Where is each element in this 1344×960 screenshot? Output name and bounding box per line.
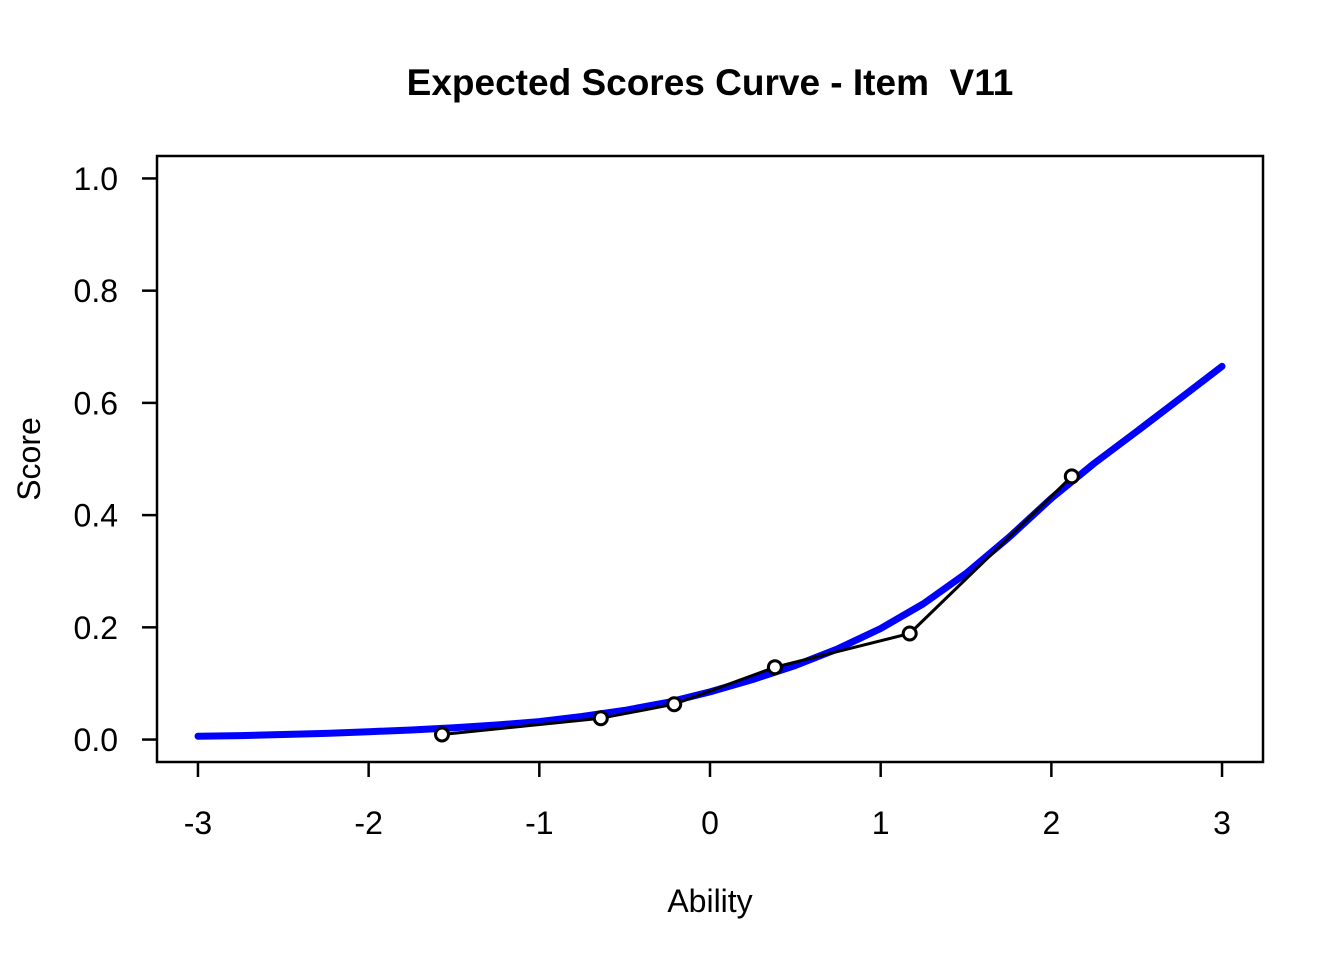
x-tick-label: 1	[872, 805, 890, 841]
observed-point-marker	[666, 696, 683, 713]
x-axis-label: Ability	[667, 883, 752, 919]
x-tick-label: -3	[184, 805, 212, 841]
y-tick-label: 0.6	[74, 385, 118, 421]
observed-point-marker	[434, 726, 450, 743]
observed-point-marker	[1063, 468, 1080, 485]
y-tick-label: 0.4	[74, 498, 118, 534]
observed-point-marker	[592, 710, 609, 727]
x-tick-label: 2	[1042, 805, 1060, 841]
observed-point-marker	[766, 659, 783, 676]
chart-title: Expected Scores Curve - Item V11	[407, 62, 1014, 103]
model-expected-score-curve-line	[194, 362, 1226, 740]
y-tick-label: 0.0	[74, 722, 118, 758]
y-tick-label: 0.8	[74, 273, 118, 309]
plot-area: -3 -2 -1 0 1 2 3 0.0 0.2 0.4 0.6 0.8 1.0	[74, 154, 1265, 841]
y-tick-label: 1.0	[74, 161, 118, 197]
y-tick-label: 0.2	[74, 610, 118, 646]
x-tick-label: 3	[1213, 805, 1231, 841]
x-tick-label: 0	[701, 805, 719, 841]
observed-point-marker	[901, 625, 918, 642]
observed-expected-scores-line	[440, 474, 1074, 736]
y-axis-label: Score	[11, 417, 47, 501]
x-tick-label: -2	[354, 805, 382, 841]
x-tick-label: -1	[525, 805, 553, 841]
